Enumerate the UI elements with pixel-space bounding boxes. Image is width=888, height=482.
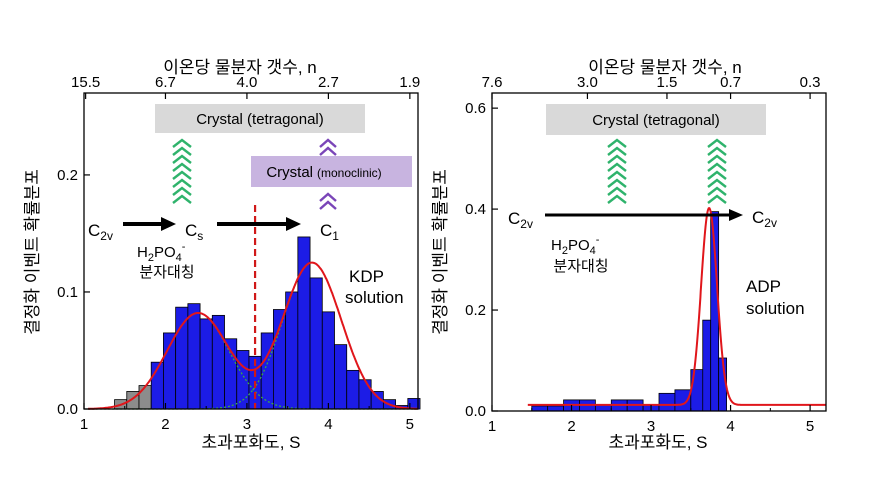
right-histogram-bar	[674, 389, 692, 412]
right-x-tick-label: 2	[567, 418, 575, 435]
right-histogram-bar	[702, 319, 712, 412]
left-green-chevron-stack	[172, 138, 192, 204]
left-x-tick-label: 3	[243, 416, 251, 433]
left-monoclinic-label: Crystal	[266, 164, 313, 181]
right-x-tick-label: 1	[488, 418, 496, 435]
right-fit-total-curve	[527, 206, 826, 406]
left-histogram-bar	[175, 306, 189, 410]
right-x-tick-label: 4	[726, 418, 734, 435]
left-x-axis-title: 초과포화도, S	[202, 433, 301, 452]
left-ion-formula: H2PO4-	[137, 241, 186, 264]
left-tetragonal-label: Crystal (tetragonal)	[196, 111, 324, 128]
right-histogram-bar	[658, 392, 676, 412]
right-top-ticks: 7.6 3.0 1.5 0.7 0.3	[482, 74, 821, 99]
right-sym-left: C2v	[508, 209, 533, 231]
right-x-ticks: 1 2 3 4 5	[488, 405, 814, 435]
right-top-axis-title: 이온당 물분자 갯수, n	[588, 58, 741, 77]
right-top-tick-label: 1.5	[657, 74, 678, 91]
left-histogram-bar	[199, 318, 213, 410]
right-top-tick-label: 0.3	[800, 74, 821, 91]
right-panel: 1 2 3 4 5 0.0 0.2 0.4 0.6 7.6 3.0 1.5 0.7 0.3 이온당 물…	[431, 58, 827, 452]
right-top-tick-label: 0.7	[720, 74, 741, 91]
left-top-tick-label: 15.5	[71, 74, 100, 91]
right-long-arrow	[545, 209, 743, 221]
right-sym-caption: 분자대칭	[553, 258, 608, 275]
right-y-ticks: 0.0 0.2 0.4 0.6	[465, 100, 498, 420]
left-purple-chevron-stack	[319, 138, 337, 210]
left-histogram-bars	[114, 236, 421, 410]
right-y-tick-label: 0.2	[465, 302, 486, 319]
right-top-tick-label: 3.0	[577, 74, 598, 91]
left-top-tick-label: 4.0	[236, 74, 257, 91]
left-y-ticks: 0.0 0.1 0.2	[57, 167, 90, 418]
left-tetragonal-box	[155, 104, 365, 133]
right-y-tick-label: 0.4	[465, 201, 486, 218]
left-histogram-bar	[187, 303, 201, 410]
left-top-tick-label: 6.7	[155, 74, 176, 91]
left-top-ticks: 15.5 6.7 4.0 2.7 1.9	[71, 74, 420, 99]
left-monoclinic-small-label: (monoclinic)	[317, 166, 382, 180]
left-solution-label-2: solution	[345, 288, 404, 307]
left-histogram-bar	[309, 277, 323, 410]
right-histogram-bar	[547, 405, 564, 412]
right-sym-right: C2v	[752, 208, 777, 230]
left-x-tick-label: 2	[161, 416, 169, 433]
right-y-tick-label: 0.0	[465, 403, 486, 420]
left-solution-label-1: KDP	[349, 267, 384, 286]
left-top-tick-label: 1.9	[399, 74, 420, 91]
right-y-tick-label: 0.6	[465, 100, 486, 117]
left-x-tick-label: 5	[406, 416, 414, 433]
left-histogram-bar	[334, 344, 348, 410]
left-top-axis-title: 이온당 물분자 갯수, n	[163, 58, 316, 77]
left-histogram-bar	[358, 379, 372, 410]
right-fit-curves	[527, 206, 826, 406]
left-plot-frame	[83, 92, 419, 410]
left-y-tick-label: 0.0	[57, 401, 78, 418]
left-arrow-1	[123, 217, 176, 231]
left-x-tick-label: 1	[80, 416, 88, 433]
right-top-tick-label: 7.6	[482, 74, 503, 91]
right-solution-label-1: ADP	[746, 277, 781, 296]
left-sym-cs: Cs	[185, 221, 203, 243]
left-fit-total-curve	[88, 261, 418, 410]
right-solution-label-2: solution	[746, 299, 805, 318]
left-histogram-bar	[346, 369, 360, 410]
right-plot-frame	[491, 92, 827, 412]
left-x-tick-label: 4	[324, 416, 332, 433]
left-histogram-bar	[138, 385, 152, 410]
right-green-chevron-stack-2	[707, 138, 727, 204]
left-monoclinic-box	[251, 156, 412, 187]
right-x-axis-title: 초과포화도, S	[609, 433, 708, 452]
right-tetragonal-label: Crystal (tetragonal)	[592, 112, 720, 129]
left-arrow-2	[217, 217, 301, 231]
right-y-axis-title: 결정화 이벤트 확률분포	[431, 169, 450, 335]
right-ion-formula: H2PO4-	[551, 234, 600, 257]
left-top-tick-label: 2.7	[318, 74, 339, 91]
left-x-ticks: 1 2 3 4 5	[80, 403, 414, 433]
right-histogram-bar	[531, 405, 549, 412]
left-panel: 1 2 3 4 5 0.0 0.1 0.2 15.5 6.7 4.0 2.7 1.9 이온당 물분자…	[23, 58, 421, 452]
left-histogram-bar	[321, 311, 335, 410]
left-y-axis-title: 결정화 이벤트 확률분포	[23, 169, 42, 335]
left-sym-c1: C1	[320, 221, 339, 243]
right-x-tick-label: 3	[647, 418, 655, 435]
left-histogram-bar	[285, 291, 299, 410]
left-y-tick-label: 0.2	[57, 167, 78, 184]
left-sym-c2v: C2v	[88, 221, 113, 243]
left-y-tick-label: 0.1	[57, 284, 78, 301]
right-tetragonal-box	[546, 104, 766, 135]
right-green-chevron-stack-1	[607, 138, 627, 204]
left-sym-caption: 분자대칭	[139, 264, 194, 281]
right-x-tick-label: 5	[806, 418, 814, 435]
